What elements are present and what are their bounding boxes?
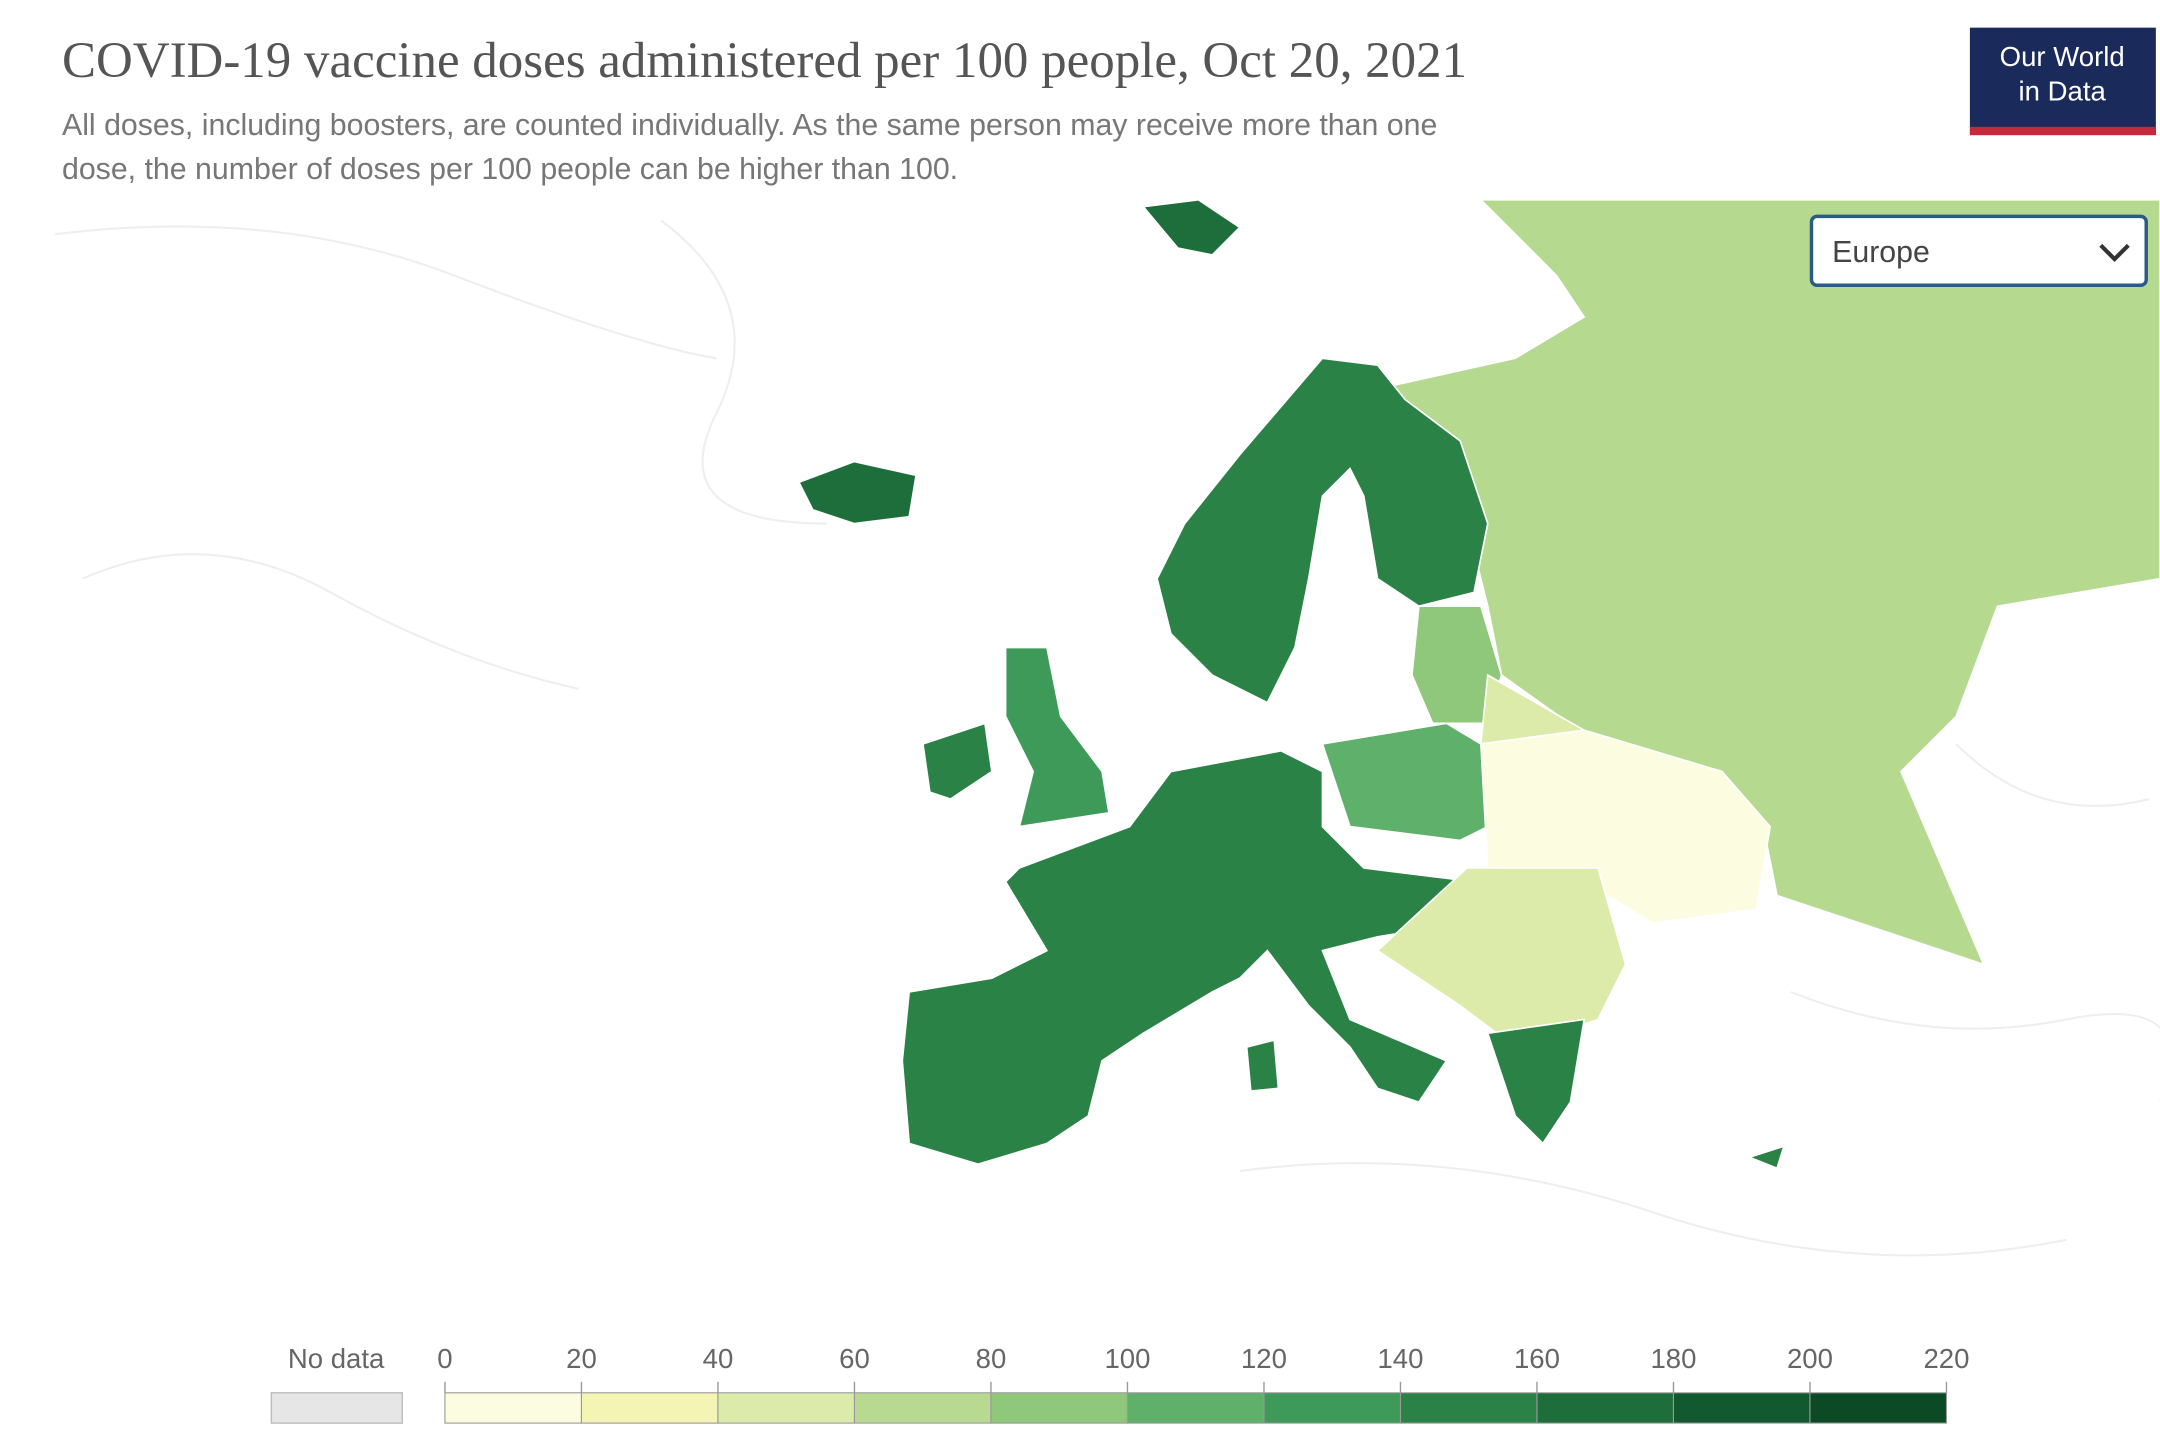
logo-text: Our World	[2000, 41, 2125, 72]
legend-bin	[990, 1392, 1129, 1424]
legend-tick-label: 20	[566, 1343, 597, 1374]
legend-bin	[1126, 1392, 1265, 1424]
legend-bin	[580, 1392, 719, 1424]
iceland	[797, 460, 918, 525]
legend: No data 0 20 40 60 80 100 120 140 160 180 200 220	[270, 1343, 1969, 1424]
dropdown-label: Europe	[1832, 236, 1930, 269]
legend-tick-label: 80	[976, 1343, 1007, 1374]
logo-box	[1969, 27, 2156, 136]
legend-no-data-swatch	[270, 1392, 403, 1424]
background-outlines	[54, 219, 2160, 1257]
subtitle-line: All doses, including boosters, are count…	[62, 109, 1437, 142]
legend-bin	[1672, 1392, 1811, 1424]
legend-tick-label: 220	[1923, 1343, 1969, 1374]
legend-bin	[1809, 1392, 1948, 1424]
legend-tick-label: 180	[1650, 1343, 1696, 1374]
legend-tick-label: 60	[839, 1343, 870, 1374]
legend-bin	[1399, 1392, 1538, 1424]
legend-tick-label: 140	[1377, 1343, 1423, 1374]
dropdown-box	[1809, 214, 2148, 287]
region-dropdown[interactable]: Europe	[1809, 214, 2148, 287]
united-kingdom	[1004, 646, 1110, 828]
legend-bin	[444, 1392, 583, 1424]
legend-tick-label: 0	[437, 1343, 452, 1374]
sardinia	[1245, 1039, 1280, 1093]
legend-tick-label: 40	[703, 1343, 734, 1374]
cyprus	[1747, 1144, 1786, 1170]
dropdown-arrow	[2099, 243, 2130, 262]
title: COVID-19 vaccine doses administered per …	[62, 33, 1467, 89]
ireland	[922, 722, 993, 800]
legend-bin	[853, 1392, 992, 1424]
greece	[1486, 1018, 1586, 1145]
legend-tick-label: 200	[1787, 1343, 1833, 1374]
legend-no-data-label: No data	[288, 1343, 385, 1374]
scandinavia	[1156, 357, 1489, 704]
logo[interactable]: Our World in Data	[1969, 27, 2156, 136]
legend-tick-label: 120	[1241, 1343, 1287, 1374]
legend-tick-label: 100	[1104, 1343, 1150, 1374]
legend-bin	[1536, 1392, 1675, 1424]
legend-bin	[1263, 1392, 1402, 1424]
svalbard	[1141, 198, 1242, 256]
legend-tick-label: 160	[1514, 1343, 1560, 1374]
map	[797, 198, 2160, 1170]
subtitle-line: dose, the number of doses per 100 people…	[62, 153, 958, 186]
central-east	[1321, 722, 1489, 842]
legend-bin	[717, 1392, 856, 1424]
logo-text: in Data	[2019, 76, 2107, 107]
western-europe	[901, 749, 1476, 1165]
logo-stripe	[1969, 126, 2156, 136]
